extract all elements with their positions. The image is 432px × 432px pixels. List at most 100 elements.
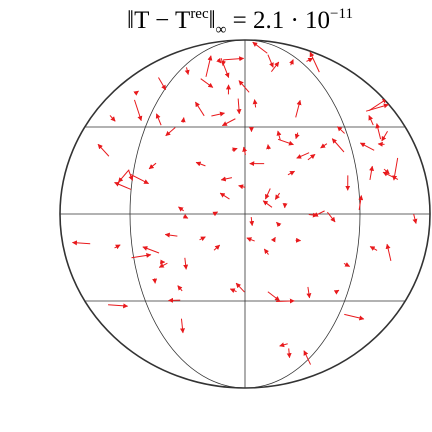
arrow	[220, 57, 230, 79]
arrow	[223, 56, 245, 62]
arrow	[306, 286, 312, 299]
arrow	[131, 252, 152, 259]
arrow	[270, 236, 276, 243]
arrow	[179, 318, 185, 334]
arrow	[276, 221, 282, 228]
arrow	[220, 176, 233, 182]
arrow	[359, 142, 375, 151]
arrow	[236, 98, 242, 115]
title-exp: −11	[330, 6, 353, 22]
arrow	[276, 130, 282, 140]
arrow	[130, 173, 150, 185]
title: ‖T − Trec‖∞ = 2.1 · 10−11	[127, 6, 353, 38]
arrow	[295, 99, 302, 118]
arrow	[152, 278, 158, 284]
arrow	[377, 141, 385, 147]
meridian	[129, 40, 361, 388]
arrow	[242, 146, 248, 155]
arrow	[265, 188, 271, 200]
arrow	[267, 54, 274, 68]
arrow	[231, 147, 238, 153]
arrow	[369, 165, 375, 180]
arrow	[109, 115, 116, 122]
arrow	[289, 59, 294, 66]
arrow	[195, 101, 205, 117]
arrow	[246, 237, 255, 242]
arrow	[263, 248, 270, 255]
arrow	[385, 243, 392, 261]
arrow	[267, 291, 280, 302]
arrow	[333, 289, 340, 295]
arrow	[213, 244, 221, 251]
arrow	[270, 61, 280, 72]
arrow	[180, 117, 186, 123]
arrow	[276, 298, 295, 304]
arrow	[97, 143, 110, 157]
arrow	[165, 127, 176, 137]
arrow	[320, 143, 328, 149]
arrow	[303, 350, 312, 365]
arrow	[211, 111, 225, 117]
arrow	[148, 162, 157, 170]
arrow	[287, 170, 296, 176]
arrow	[71, 240, 91, 246]
arrow	[309, 51, 320, 73]
arrow	[155, 113, 162, 126]
arrow	[182, 213, 189, 219]
title-rhs: = 2.1 · 10	[226, 7, 330, 34]
arrow	[219, 192, 230, 200]
arrow	[343, 262, 351, 267]
arrow	[369, 246, 378, 251]
title-lhs: ‖T − T	[127, 7, 190, 34]
arrow	[205, 55, 213, 77]
arrow	[216, 57, 222, 64]
arrow	[294, 132, 300, 140]
arrow	[382, 171, 399, 180]
arrow	[306, 57, 314, 63]
arrow	[229, 288, 237, 294]
arrow	[266, 144, 272, 150]
arrow	[212, 211, 219, 217]
sphere-outline	[59, 39, 431, 389]
arrow	[277, 138, 294, 146]
arrow	[249, 216, 255, 227]
title-sub: ∞	[216, 22, 227, 38]
arrow	[108, 303, 129, 309]
arrow	[313, 210, 325, 217]
arrow	[279, 342, 288, 348]
arrow	[164, 232, 178, 238]
arrow	[158, 77, 167, 91]
arrow	[238, 184, 246, 190]
grid	[60, 40, 430, 388]
arrow	[368, 115, 374, 126]
title-close: ‖	[209, 7, 216, 34]
arrow	[195, 161, 206, 167]
arrow	[252, 99, 258, 108]
arrow	[133, 90, 139, 96]
arrow	[128, 169, 134, 181]
arrow	[114, 244, 121, 250]
arrow	[358, 195, 364, 210]
arrow	[177, 285, 183, 292]
arrow	[184, 67, 190, 76]
arrow	[327, 211, 336, 223]
arrow	[178, 206, 184, 212]
arrow	[365, 103, 389, 112]
arrow	[158, 262, 168, 268]
arrow	[133, 99, 143, 122]
arrow	[344, 313, 365, 321]
arrow	[274, 192, 281, 200]
arrow	[199, 236, 206, 242]
arrow	[383, 168, 390, 175]
arrow	[183, 257, 189, 270]
arrow	[262, 200, 273, 208]
arrow	[296, 152, 310, 159]
arrow	[235, 282, 245, 293]
arrow	[392, 157, 399, 181]
arrow	[337, 126, 345, 134]
arrow	[118, 169, 130, 183]
arrow	[381, 131, 388, 142]
arrow	[331, 138, 345, 153]
